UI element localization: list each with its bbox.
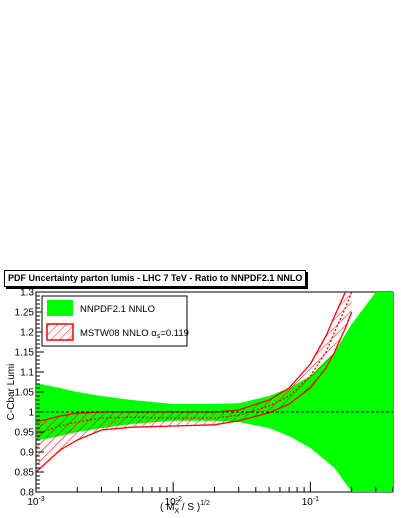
y-tick-label: 0.95 [15, 428, 35, 439]
y-tick-label: 0.85 [15, 468, 35, 479]
y-tick-label: 0.9 [20, 448, 34, 459]
y-tick-label: 1.15 [15, 348, 35, 359]
y-tick-label: 1.3 [20, 288, 34, 299]
x-tick-label: 10-3 [27, 496, 44, 508]
x-axis-label: ( MX2 / S )1/2 [160, 500, 210, 515]
chart-title: PDF Uncertainty parton lumis - LHC 7 TeV… [4, 270, 307, 287]
x-tick-label: 10-1 [302, 496, 319, 508]
y-tick-label: 1 [28, 408, 34, 419]
y-tick-label: 1.25 [15, 308, 35, 319]
y-tick-label: 1.1 [20, 368, 34, 379]
series-band-nnpdf [36, 292, 393, 492]
y-axis-label: C-Cbar Lumi [6, 364, 17, 421]
legend-label-nnpdf: NNPDF2.1 NNLO [80, 304, 155, 315]
series-lower-mstw [36, 311, 353, 473]
x-tick-label: 10-2 [165, 496, 182, 508]
legend-label-mstw: MSTW08 NNLO αs=0.119 [80, 328, 189, 340]
series-band-mstw [36, 292, 352, 472]
y-tick-label: 0.8 [20, 488, 34, 499]
series-central-mstw [36, 292, 353, 435]
series-upper-mstw [36, 292, 347, 423]
y-tick-label: 1.05 [15, 388, 35, 399]
legend-swatch-nnpdf [47, 300, 73, 316]
legend-swatch-mstw [46, 323, 74, 341]
y-tick-label: 1.2 [20, 328, 34, 339]
